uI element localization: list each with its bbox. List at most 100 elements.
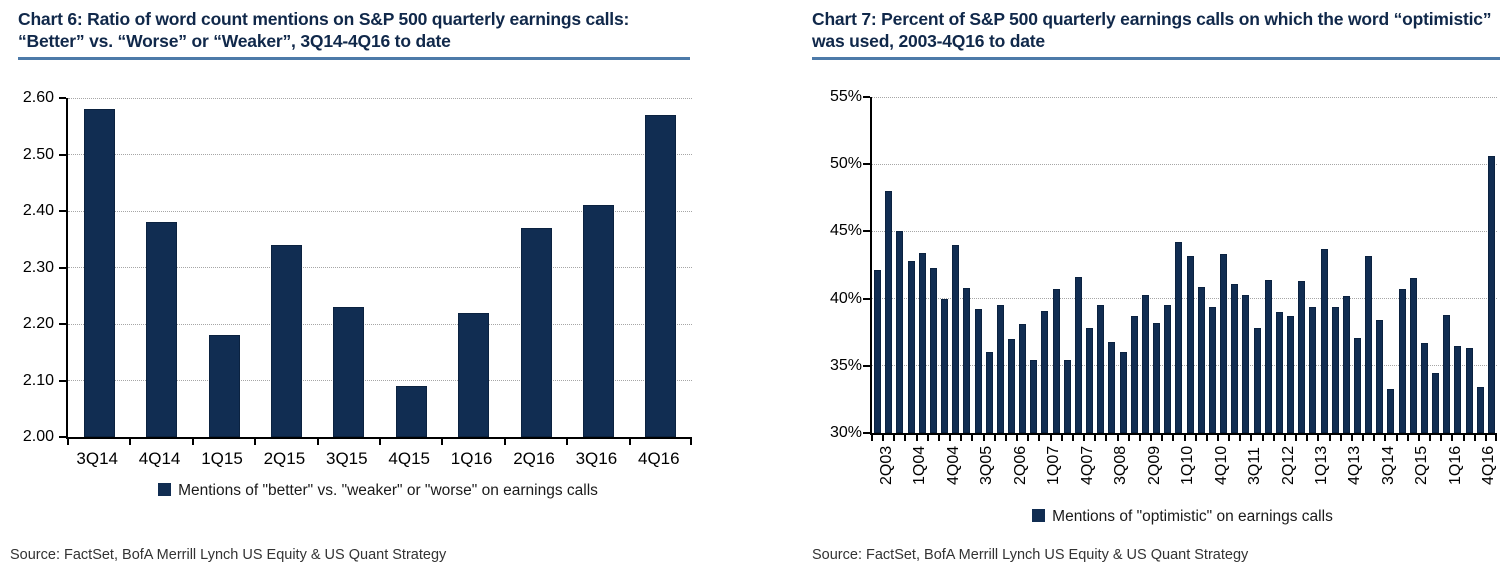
y-tick-label: 2.50 [22, 145, 54, 163]
x-axis-tick [1127, 433, 1130, 441]
x-axis-tick [937, 433, 940, 441]
y-axis-tick [863, 230, 870, 233]
y-axis-tick [59, 323, 66, 325]
bar-1Q09 [1141, 294, 1149, 433]
x-axis-tick [1339, 433, 1342, 441]
x-axis-tick [1116, 433, 1119, 441]
bar-3Q11 [1253, 328, 1261, 433]
x-axis-tick [1440, 433, 1443, 441]
x-axis-tick [1228, 433, 1231, 441]
x-tick-label: 4Q10 [1212, 445, 1230, 485]
bar-2Q16 [1465, 348, 1473, 433]
x-tick-label: 3Q05 [978, 445, 996, 485]
bar-3Q09 [1164, 305, 1172, 433]
bar-1Q06 [1008, 338, 1015, 433]
x-axis-tick [1495, 433, 1497, 441]
x-axis-tick [1094, 433, 1097, 441]
bar-2Q15 [270, 244, 302, 437]
y-tick-label: 2.20 [22, 315, 54, 332]
bar-3Q16 [582, 205, 614, 437]
chart6-y-axis: 2.00 2.10 2.20 2.30 2.40 2.50 2.60 [10, 89, 54, 445]
bar-4Q05 [996, 305, 1004, 433]
x-axis-tick [1272, 433, 1275, 441]
x-tick-label: 4Q13 [1346, 445, 1364, 485]
chart6-legend-label: Mentions of "better" vs. "weaker" or "wo… [178, 482, 598, 499]
chart6-title: Chart 6: Ratio of word count mentions on… [18, 8, 690, 61]
bar-4Q13 [1353, 337, 1361, 433]
x-axis-tick [1417, 433, 1420, 441]
x-axis-tick [1060, 433, 1063, 441]
bar-3Q07 [1074, 277, 1082, 433]
x-axis-tick [1027, 433, 1030, 441]
bar-4Q12 [1309, 306, 1317, 433]
gridline [68, 267, 692, 268]
x-axis-tick [915, 433, 918, 441]
x-axis-tick [67, 437, 69, 445]
bar-3Q12 [1298, 281, 1306, 433]
x-tick-label: 1Q13 [1313, 445, 1330, 485]
gridline [872, 163, 1497, 165]
x-axis-tick [904, 433, 907, 441]
x-tick-label: 1Q15 [201, 449, 243, 468]
x-tick-label: 2Q06 [1011, 445, 1029, 485]
bar-4Q14 [146, 222, 178, 437]
y-tick-label: 55% [829, 88, 862, 105]
x-axis-tick [1384, 433, 1387, 441]
x-axis-tick [254, 437, 257, 445]
chart7-panel: Chart 7: Percent of S&P 500 quarterly ea… [812, 8, 1506, 575]
x-axis-tick [982, 433, 985, 441]
x-tick-label: 2Q09 [1145, 445, 1163, 485]
y-tick-label: 40% [829, 289, 862, 307]
x-axis-tick [1016, 433, 1019, 441]
bar-1Q16 [1454, 345, 1462, 433]
bar-3Q14 [1387, 388, 1395, 433]
y-tick-label: 50% [829, 155, 862, 173]
gridline [872, 298, 1497, 300]
x-axis-tick [1261, 433, 1264, 441]
bar-1Q03 [874, 270, 882, 433]
bar-3Q06 [1030, 360, 1038, 433]
bar-3Q05 [985, 352, 993, 433]
y-axis-tick [863, 297, 870, 300]
bar-4Q16 [645, 114, 677, 437]
y-axis-tick [59, 266, 66, 269]
bar-2Q07 [1063, 360, 1071, 433]
x-axis-tick [1306, 433, 1309, 441]
x-axis-tick [871, 433, 873, 441]
bar-1Q13 [1320, 248, 1328, 433]
bar-4Q15 [395, 386, 427, 437]
bar-1Q07 [1052, 289, 1060, 433]
bar-2Q14 [1376, 320, 1384, 433]
x-tick-label: 4Q15 [388, 449, 430, 468]
bar-1Q10 [1186, 255, 1194, 433]
y-axis-tick [59, 379, 66, 382]
x-axis-tick [379, 437, 381, 445]
x-axis-tick [1250, 433, 1253, 441]
x-tick-label: 2Q03 [877, 445, 895, 485]
x-tick-label: 2Q12 [1279, 445, 1297, 485]
chart7-x-axis: 2Q03 1Q04 4Q04 3Q05 2Q06 1Q07 4Q07 3Q08 2Q09 1Q10… [870, 441, 1498, 509]
x-axis-tick [1161, 433, 1164, 441]
x-axis-tick [566, 437, 569, 445]
bar-2Q10 [1197, 286, 1205, 433]
bar-2Q09 [1153, 322, 1161, 433]
chart7-y-axis: 30% 35% 40% 45% 50% 55% [818, 88, 862, 441]
x-axis-tick [1194, 433, 1197, 441]
bar-4Q15 [1443, 314, 1451, 433]
gridline [872, 365, 1497, 367]
x-tick-label: 2Q15 [1413, 445, 1431, 485]
y-tick-label: 2.40 [22, 202, 54, 219]
bar-4Q03 [907, 260, 915, 433]
bar-2Q11 [1242, 294, 1250, 433]
x-axis-tick [1283, 433, 1286, 441]
x-axis-tick [1138, 433, 1141, 441]
x-axis-tick [316, 437, 319, 445]
bar-4Q09 [1175, 242, 1183, 433]
bar-1Q11 [1231, 283, 1239, 433]
x-axis-tick [690, 437, 692, 445]
bar-1Q12 [1275, 312, 1283, 433]
x-axis-tick [1350, 433, 1353, 441]
bar-4Q08 [1130, 316, 1138, 433]
x-axis-tick [1083, 433, 1086, 441]
